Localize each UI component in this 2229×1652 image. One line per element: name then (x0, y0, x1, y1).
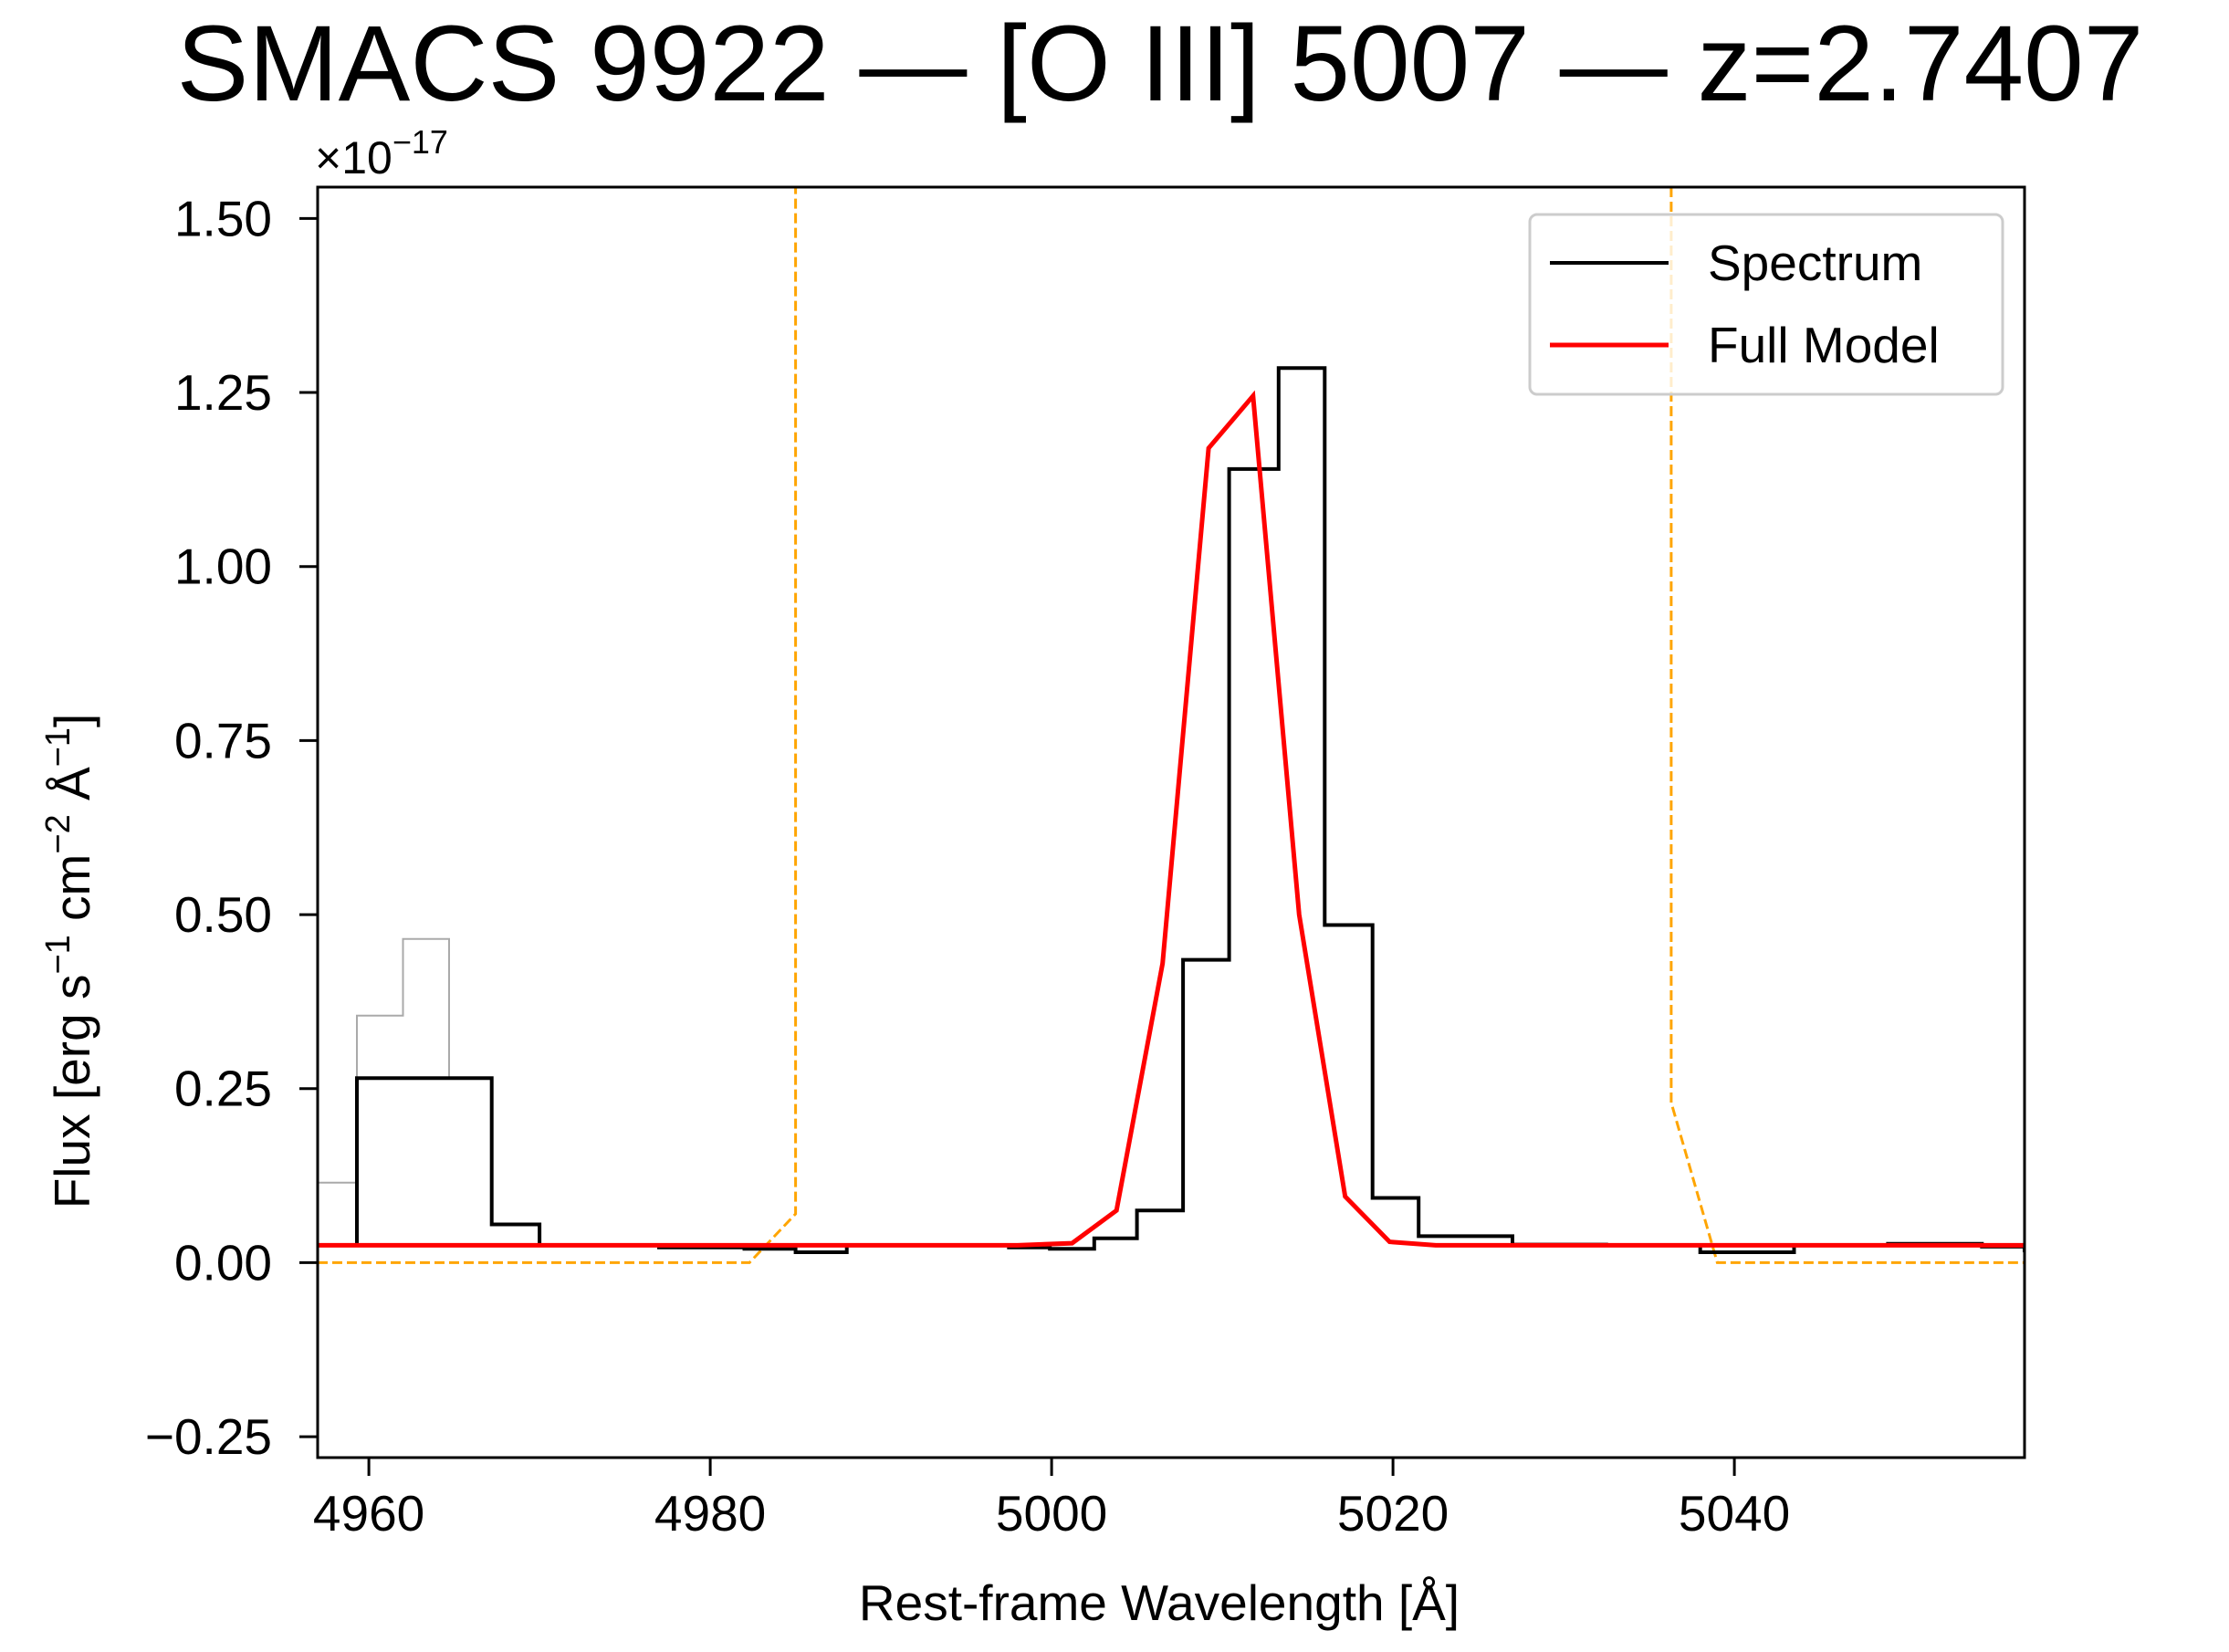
y-axis-offset-label: ×10−17 (315, 123, 448, 183)
plot-area (318, 187, 2025, 1264)
axis-ticks: 4960 4980 5000 5020 5040 −0.25 0.00 0.25 0.50 0.7… (145, 190, 1790, 1542)
x-axis-label: Rest-frame Wavelength [Å] (859, 1574, 1460, 1631)
y-tick-label: 0.50 (174, 886, 272, 943)
ylabel-close: ] (44, 714, 100, 727)
ylabel-sup2: −2 (39, 814, 78, 853)
mask-boundary-line-4 (1669, 187, 2025, 1264)
x-tick-label: 4960 (313, 1485, 424, 1542)
ylabel-main: Flux [erg s (44, 975, 100, 1209)
spectrum-series-line (318, 366, 2025, 1254)
x-tick-label: 5000 (996, 1485, 1107, 1542)
y-axis-label: Flux [erg s−1 cm−2 Å−1] (39, 714, 100, 1209)
y-tick-label: 1.00 (174, 538, 272, 595)
y-offset-exponent: −17 (392, 123, 448, 161)
plot-frame (316, 185, 2026, 1459)
y-offset-prefix: ×10 (315, 132, 392, 183)
y-tick-label: 0.75 (174, 712, 272, 768)
ylabel-unit: Å (44, 767, 100, 814)
chart-title: SMACS 9922 — [O III] 5007 — z=2.7407 (177, 4, 2144, 124)
legend-label: Full Model (1708, 317, 1940, 373)
x-tick-label: 5040 (1679, 1485, 1790, 1542)
masked-spectrum-line (318, 937, 492, 1184)
legend: Spectrum Full Model (1528, 213, 2004, 396)
y-tick-label: 1.50 (174, 190, 272, 246)
full-model-series-line (318, 390, 2025, 1248)
legend-label: Spectrum (1708, 235, 1922, 291)
y-tick-label: 0.00 (174, 1234, 272, 1291)
ylabel-mid: cm (44, 854, 100, 936)
x-tick-label: 5020 (1337, 1485, 1449, 1542)
y-tick-label: −0.25 (145, 1408, 272, 1465)
mask-boundary-line-3 (318, 187, 798, 1264)
legend-box (1528, 213, 2004, 396)
y-tick-label: 0.25 (174, 1061, 272, 1117)
x-tick-label: 4980 (654, 1485, 766, 1542)
ylabel-sup1: −1 (39, 935, 78, 974)
y-tick-label: 1.25 (174, 364, 272, 421)
ylabel-sup3: −1 (39, 727, 78, 767)
